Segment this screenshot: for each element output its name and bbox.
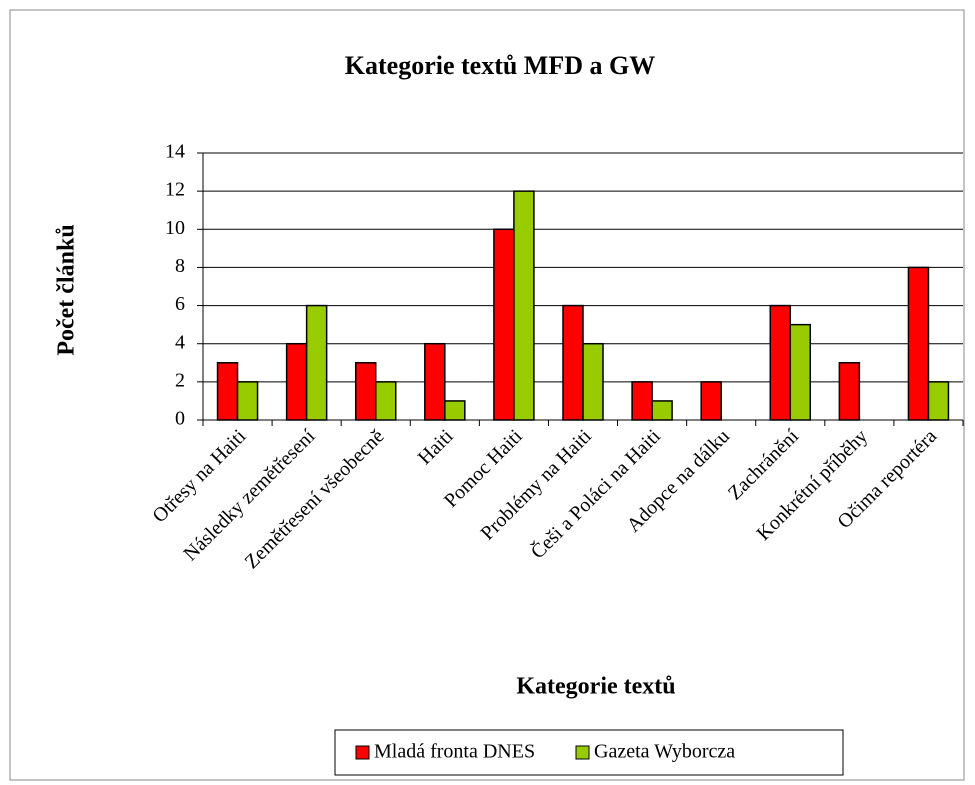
bar xyxy=(562,304,584,421)
legend-swatch xyxy=(355,745,370,760)
y-tick-label: 12 xyxy=(165,179,185,201)
y-tick-label: 4 xyxy=(175,331,185,353)
legend-swatch xyxy=(575,745,590,760)
bar xyxy=(285,342,308,421)
y-tick-label: 2 xyxy=(175,369,185,391)
bar xyxy=(493,228,515,421)
bar xyxy=(838,362,861,421)
bar xyxy=(907,266,930,421)
bar xyxy=(651,400,673,421)
y-tick-label: 14 xyxy=(165,141,185,163)
chart-frame xyxy=(9,9,965,781)
bar xyxy=(769,304,792,421)
bar xyxy=(513,190,535,421)
bar xyxy=(700,381,722,421)
bar xyxy=(424,342,446,421)
x-axis-label: Kategorie textů xyxy=(516,674,675,700)
y-tick-label: 0 xyxy=(175,408,185,430)
bar xyxy=(236,381,259,421)
legend-label: Mladá fronta DNES xyxy=(374,741,535,763)
bar xyxy=(305,304,328,421)
y-tick-label: 6 xyxy=(175,293,185,315)
bar xyxy=(631,381,653,421)
bar xyxy=(216,362,239,421)
bar xyxy=(354,362,377,421)
legend-label: Gazeta Wyborcza xyxy=(594,741,735,763)
bar xyxy=(789,323,812,421)
bar xyxy=(582,342,604,421)
y-tick-label: 8 xyxy=(175,255,185,277)
bar xyxy=(927,381,950,421)
bar xyxy=(444,400,466,421)
bar xyxy=(374,381,397,421)
y-axis-label: Počet článků xyxy=(54,224,80,355)
y-tick-label: 10 xyxy=(165,217,185,239)
chart-title: Kategorie textů MFD a GW xyxy=(345,51,655,80)
